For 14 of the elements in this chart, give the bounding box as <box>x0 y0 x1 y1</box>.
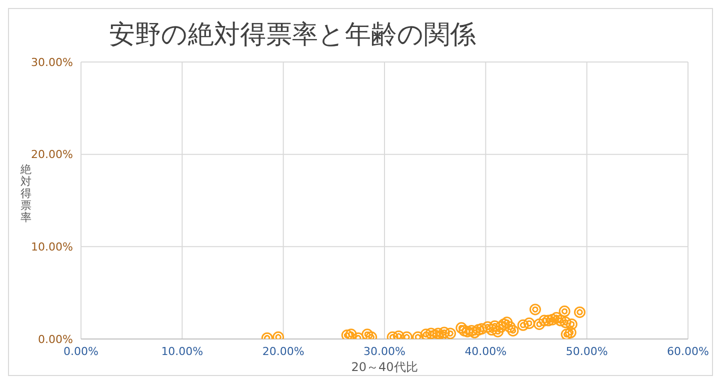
chart-title: 安野の絶対得票率と年齢の関係 <box>109 19 476 52</box>
x-tick-label: 30.00% <box>364 344 406 358</box>
x-tick-label: 50.00% <box>566 344 608 358</box>
y-axis-title: 絶対得票率 <box>20 163 32 224</box>
x-tick-label: 20.00% <box>262 344 304 358</box>
y-tick-label: 20.00% <box>31 148 73 162</box>
y-tick-label: 0.00% <box>38 332 73 346</box>
x-tick-label: 40.00% <box>464 344 507 358</box>
x-tick-label: 0.00% <box>64 344 98 358</box>
x-axis-title: 20～40代比 <box>351 360 418 374</box>
x-tick-label: 10.00% <box>161 344 204 358</box>
y-tick-label: 30.00% <box>31 56 73 69</box>
y-tick-label: 10.00% <box>31 240 73 254</box>
x-tick-label: 60.00% <box>667 344 709 358</box>
